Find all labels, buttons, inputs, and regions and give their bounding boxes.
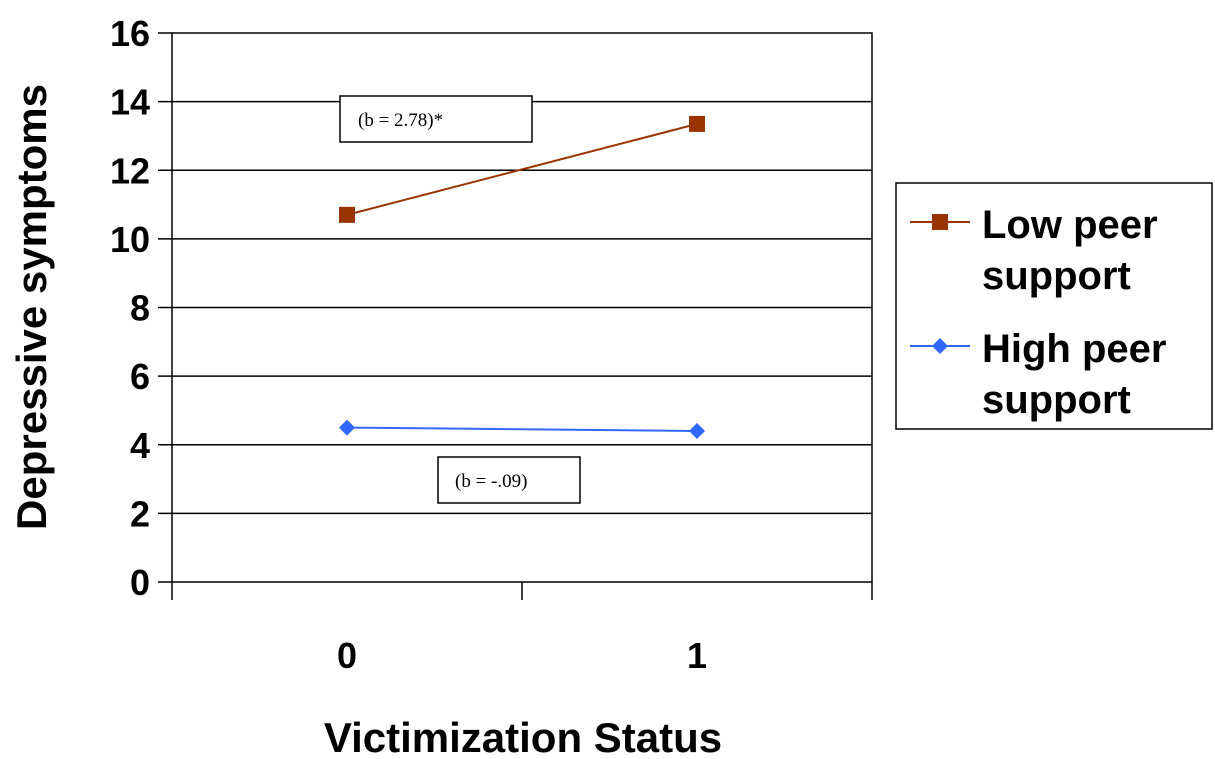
y-tick-label: 6: [130, 356, 150, 397]
x-tick-label: 0: [337, 635, 357, 676]
data-point-square: [339, 206, 355, 223]
annotation-low: (b = 2.78)*: [339, 95, 533, 143]
y-tick-label: 8: [130, 288, 150, 329]
legend-label-low-1: Low peer: [982, 203, 1158, 247]
legend-label-low-2: support: [982, 254, 1131, 298]
y-tick-label: 16: [110, 13, 150, 54]
legend-marker-diamond: [932, 338, 948, 354]
x-tick-label: 1: [687, 635, 707, 676]
series-line-1: [346, 426, 698, 433]
data-point-diamond: [689, 423, 705, 440]
axes: [158, 32, 873, 600]
legend-item-low: Low peer support: [910, 203, 1158, 298]
legend-marker-square: [932, 214, 948, 230]
legend-item-high: High peer support: [910, 327, 1166, 422]
annotation-high-text: (b = -.09): [455, 471, 527, 492]
y-tick-label: 0: [130, 562, 150, 603]
series-line-0: [346, 122, 698, 216]
annotation-high: (b = -.09): [437, 456, 581, 504]
legend-label-high-2: support: [982, 378, 1131, 422]
data-point-square: [689, 115, 705, 132]
y-tick-label: 2: [130, 493, 150, 534]
gridlines: [172, 100, 872, 515]
legend-label-high-1: High peer: [982, 327, 1166, 371]
y-tick-label: 12: [110, 150, 150, 191]
y-tick-label: 14: [110, 82, 150, 123]
series-lines: [339, 115, 705, 440]
legend-box: [895, 182, 1213, 430]
legend: Low peer support High peer support: [895, 182, 1213, 430]
annotation-low-text: (b = 2.78)*: [358, 110, 443, 131]
y-axis-title: Depressive symptoms: [8, 84, 55, 530]
y-tick-label: 10: [110, 219, 150, 260]
y-tick-labels: 0 2 4 6 8 10 12 14 16: [110, 13, 150, 603]
x-axis-title: Victimization Status: [324, 714, 722, 759]
data-point-diamond: [339, 419, 355, 436]
y-tick-label: 4: [130, 425, 150, 466]
